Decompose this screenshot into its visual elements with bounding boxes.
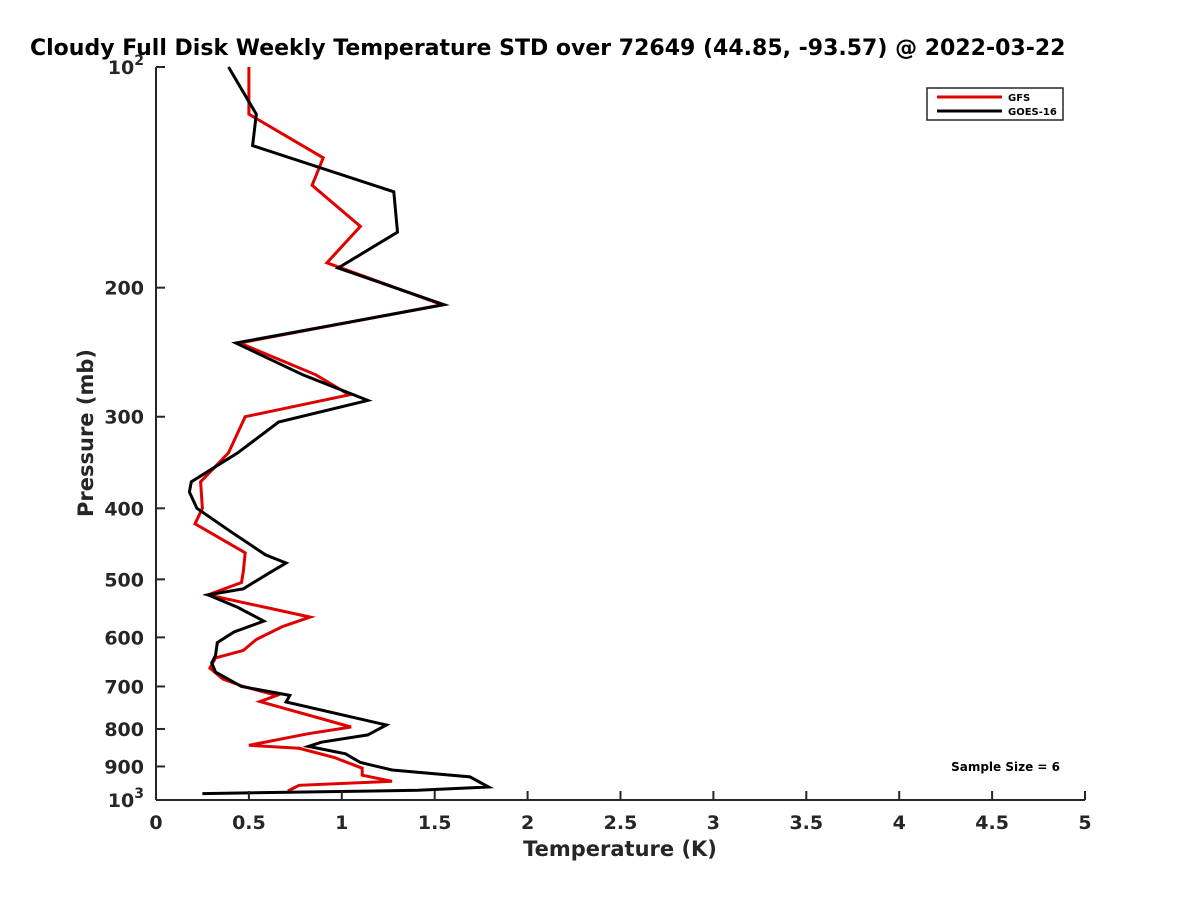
x-tick-label: 4 [893,812,906,834]
x-tick-label: 3.5 [789,812,823,834]
x-tick-label: 1.5 [418,812,452,834]
y-axis-label: Pressure (mb) [74,349,98,517]
chart-title: Cloudy Full Disk Weekly Temperature STD … [30,36,1065,61]
x-tick-label: 0.5 [232,812,266,834]
x-axis-label: Temperature (K) [523,837,717,861]
y-tick-label: 200 [104,278,144,300]
series-line-goes-16 [187,66,495,796]
x-tick-label: 1 [335,812,348,834]
legend-box [926,87,1064,121]
plot-axes-frame [156,67,1085,800]
x-axis-ticks: 0 0.5 1 1.5 2 2.5 3 3.5 4 4.5 5 [149,791,1092,834]
y-tick-label: 400 [104,498,144,520]
y-tick-label: 700 [104,676,144,698]
y-axis-ticks: 102 200 300 400 500 600 700 800 900 103 [104,53,165,812]
legend: GFS GOES-16 [926,87,1064,121]
y-tick-label: 800 [104,719,144,741]
x-tick-label: 0 [149,812,162,834]
y-tick-label: 600 [104,627,144,649]
y-tick-label: 102 [108,53,144,79]
x-tick-label: 5 [1078,812,1091,834]
series-layer [187,66,495,796]
y-tick-label: 500 [104,569,144,591]
x-tick-label: 2.5 [604,812,638,834]
y-tick-label: 300 [104,407,144,429]
y-tick-label: 900 [104,756,144,778]
x-tick-label: 4.5 [975,812,1009,834]
x-tick-label: 3 [707,812,720,834]
legend-label-gfs: GFS [1008,93,1030,104]
sample-size-annotation: Sample Size = 6 [951,760,1060,774]
x-tick-label: 2 [521,812,534,834]
legend-label-goes-16: GOES-16 [1008,107,1057,118]
y-tick-label: 103 [108,786,144,812]
